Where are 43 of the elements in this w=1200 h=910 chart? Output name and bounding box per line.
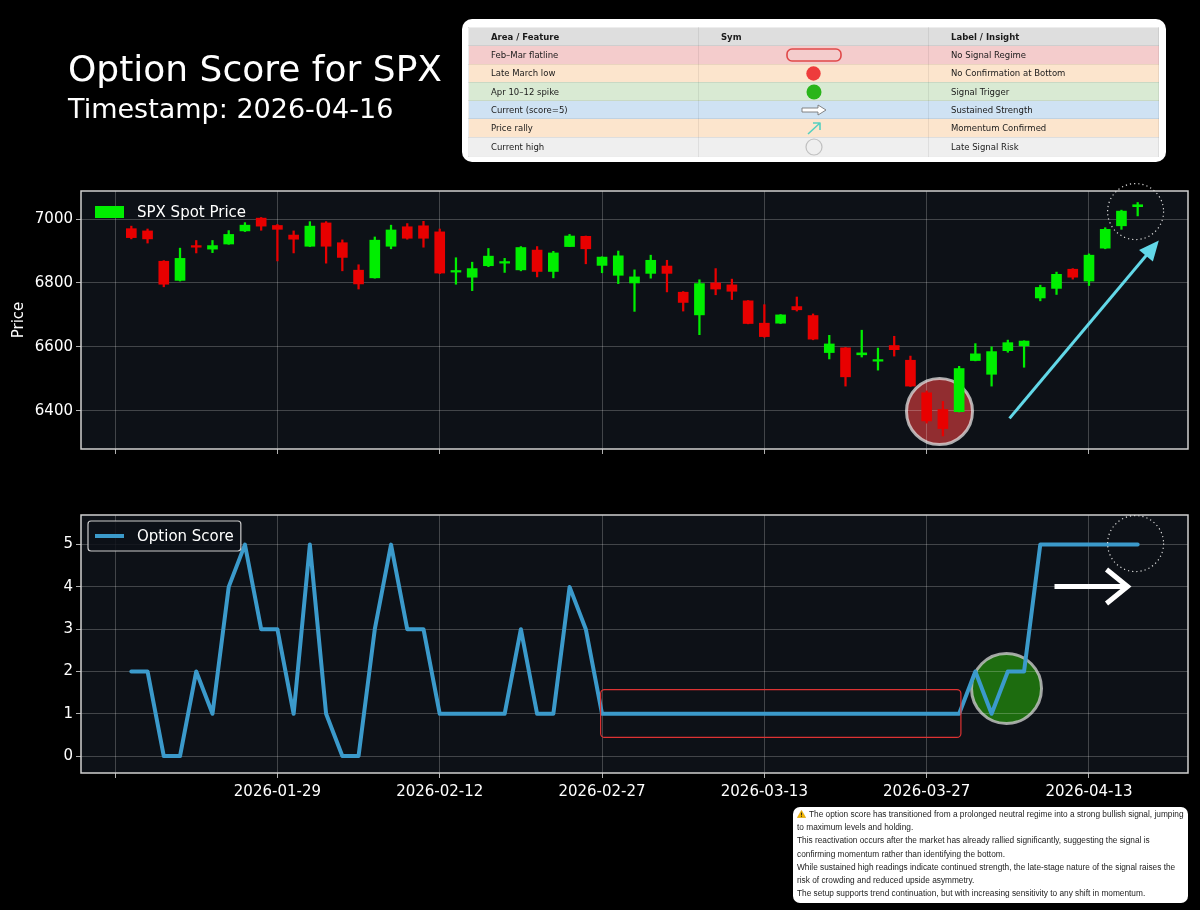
text: Current high: [468, 137, 699, 157]
text: No Confirmation at Bottom: [928, 64, 1159, 83]
text: The setup supports trend continuation, but with increasing sensitivity to any shift in momentum.: [797, 887, 1147, 901]
y-tick-label: 5: [63, 534, 73, 553]
text: Sustained Strength: [928, 100, 1159, 119]
chart-title: Option Score for SPX: [68, 48, 443, 89]
y-tick-label: 2: [63, 661, 73, 680]
x-tick-label: 2026-03-13: [720, 781, 808, 800]
text: Price rally: [468, 118, 699, 138]
text: The option score has transitioned from a prolonged neutral regime into a strong bullish signal, jumping to maximum levels and holding.: [797, 808, 1185, 835]
y-tick-label: 6800: [34, 272, 73, 291]
y-tick-label: 0: [63, 745, 73, 764]
text: Sym: [698, 27, 929, 46]
x-tick-label: 2026-04-13: [1045, 781, 1133, 800]
y-tick-label: 3: [63, 619, 73, 638]
text: Signal Trigger: [928, 82, 1159, 101]
text: Current (score=5): [468, 100, 699, 119]
text: Apr 10–12 spike: [468, 82, 699, 101]
y-tick-label: 6400: [34, 400, 73, 419]
x-tick-label: 2026-02-12: [396, 781, 484, 800]
y-tick-label: 4: [63, 576, 73, 595]
text: Momentum Confirmed: [928, 118, 1159, 138]
text: Late Signal Risk: [928, 137, 1159, 157]
y-axis-title: Price: [8, 301, 27, 339]
text: Label / Insight: [928, 27, 1159, 46]
y-tick-label: 6600: [34, 336, 73, 355]
candlestick: [272, 224, 283, 262]
text: Feb–Mar flatline: [468, 45, 699, 65]
x-tick-label: 2026-03-27: [883, 781, 971, 800]
text: This reactivation occurs after the market has already rallied significantly, suggesting the signal is confirming momentum rather than identifying the bottom.: [797, 834, 1151, 861]
x-tick-label: 2026-01-29: [233, 781, 321, 800]
y-tick-label: 7000: [34, 208, 73, 227]
legend-label: SPX Spot Price: [137, 202, 247, 221]
legend-label: Option Score: [137, 526, 234, 545]
y-tick-label: 1: [63, 703, 73, 722]
text: While sustained high readings indicate continued strength, the late-stage nature of the signal raises the risk of crowding and reduced upside asymmetry.: [797, 860, 1177, 887]
candlestick: [629, 269, 640, 312]
chart-subtitle: Timestamp: 2026-04-16: [68, 93, 394, 124]
text: No Signal Regime: [928, 45, 1159, 65]
text: Late March low: [468, 64, 699, 83]
x-tick-label: 2026-02-27: [558, 781, 646, 800]
candlestick: [207, 240, 218, 253]
text: Area / Feature: [468, 27, 699, 46]
